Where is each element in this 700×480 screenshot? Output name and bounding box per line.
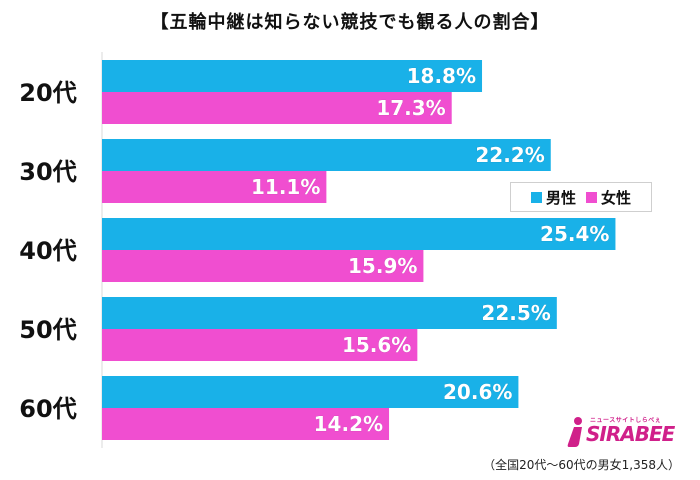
bar-male	[102, 376, 519, 408]
bars-group: 20代 18.8% 17.3% 30代 22.2% 11.1% 40代 25.4% 15.9% 5…	[19, 60, 616, 440]
category-label: 20代	[19, 79, 76, 107]
bar-female	[102, 171, 327, 203]
legend-swatch-male	[530, 191, 542, 203]
chart-title: 【五輪中継は知らない競技でも観る人の割合】	[150, 12, 550, 33]
bar-value-label-male: 22.2%	[475, 143, 544, 167]
logo-text: SIRABEE	[586, 422, 675, 446]
bar-value-label-female: 11.1%	[251, 175, 320, 199]
bar-female	[102, 329, 418, 361]
legend-item-female: 女性	[586, 187, 631, 208]
legend: 男性 女性	[510, 182, 652, 212]
bar-value-label-male: 20.6%	[443, 380, 512, 404]
category-label: 50代	[19, 316, 76, 344]
bar-value-label-female: 14.2%	[314, 412, 383, 436]
logo-subtext: ニュースサイトしらべぇ	[590, 417, 662, 424]
category-label: 60代	[19, 395, 76, 423]
sirabee-logo: ニュースサイトしらべぇ SIRABEE	[566, 414, 675, 448]
legend-label-female: 女性	[601, 188, 632, 207]
bar-male	[102, 297, 557, 329]
legend-label-male: 男性	[545, 188, 576, 207]
bar-value-label-male: 22.5%	[481, 301, 550, 325]
bar-female	[102, 92, 452, 124]
legend-item-male: 男性	[530, 187, 576, 208]
category-label: 40代	[19, 237, 76, 265]
bar-value-label-female: 15.9%	[348, 254, 417, 278]
bar-value-label-female: 15.6%	[342, 333, 411, 357]
bar-male	[102, 139, 551, 171]
bar-female	[102, 250, 424, 282]
logo-mark-icon	[567, 417, 582, 447]
bar-value-label-female: 17.3%	[376, 96, 445, 120]
legend-swatch-female	[586, 191, 597, 203]
bar-value-label-male: 25.4%	[540, 222, 609, 246]
bar-male	[102, 60, 483, 92]
footnote: （全国20代〜60代の男女1,358人）	[483, 458, 680, 472]
category-label: 30代	[19, 158, 76, 186]
bar-male	[102, 218, 616, 250]
bar-female	[102, 408, 390, 440]
bar-value-label-male: 18.8%	[407, 64, 476, 88]
